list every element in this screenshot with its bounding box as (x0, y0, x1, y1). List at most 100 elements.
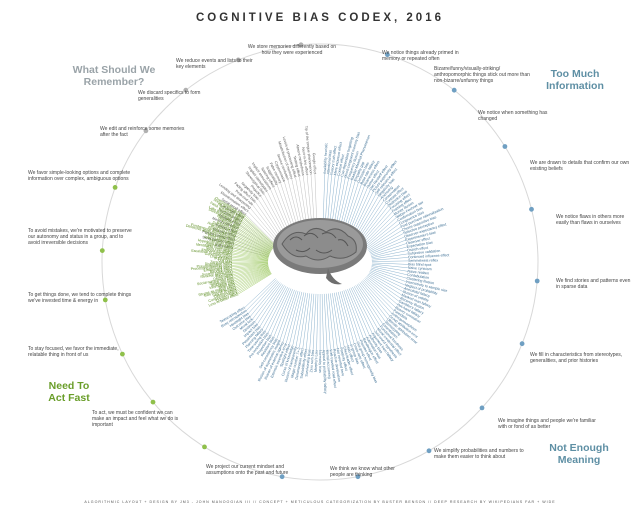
subcategory-s8: To stay focused, we favor the immediate,… (28, 346, 119, 358)
branch-line (371, 267, 407, 279)
category-dot (120, 351, 125, 357)
branch-line (270, 288, 292, 336)
bias-label: Irrational escalation (201, 248, 232, 255)
branch-line (330, 293, 338, 349)
category-dot (534, 278, 540, 284)
branch-line (239, 225, 273, 249)
branch-line (244, 217, 276, 246)
branch-line (370, 268, 406, 282)
branch-line (370, 240, 406, 255)
bias-label: Escalation of commitment (191, 249, 232, 257)
bias-label: Decoy effect (213, 274, 233, 281)
category-dot (150, 399, 156, 405)
branch-line (273, 289, 293, 337)
branch-line (232, 263, 269, 266)
branch-line (324, 293, 328, 350)
bias-label: Social comparison bias (197, 276, 234, 287)
branch-line (241, 222, 274, 248)
branch-line (343, 290, 361, 341)
bias-label: Context effect (337, 154, 346, 176)
bias-label: Loss aversion (210, 254, 232, 259)
branch-line (232, 257, 269, 261)
branch-line (239, 224, 273, 249)
category-remember-line1: What Should We (72, 64, 156, 76)
branch-line (232, 252, 269, 259)
bias-label: Endowment effect (203, 266, 232, 272)
bias-label: Law of Triviality (212, 286, 237, 297)
branch-line (235, 271, 271, 289)
branch-line (232, 249, 269, 258)
branch-line (244, 215, 276, 246)
branch-line (241, 221, 274, 248)
bias-label: In-group bias (349, 344, 360, 365)
branch-line (234, 239, 270, 255)
branch-line (242, 219, 275, 247)
branch-line (234, 240, 270, 255)
bias-label: Appeal to probability fallacy (322, 350, 328, 394)
branch-line (233, 268, 270, 280)
bias-label: Survivorship bias (304, 349, 311, 377)
bias-label: Attentional bias (326, 150, 332, 175)
bias-label: Recency effect (213, 227, 237, 238)
branch-line (306, 293, 313, 349)
branch-line (328, 293, 335, 349)
branch-line (366, 223, 400, 249)
subcategory-s4: We edit and reinforce some memories afte… (100, 126, 185, 138)
bias-label: Denomination effect (295, 348, 305, 380)
branch-line (368, 273, 402, 296)
branch-line (237, 229, 272, 251)
branch-line (339, 291, 355, 344)
branch-line (233, 244, 270, 256)
bias-label: Spotlight effect (279, 344, 291, 368)
branch-line (232, 255, 269, 260)
branch-line (312, 293, 317, 350)
subcategory-s5: We favor simple-looking options and comp… (28, 170, 131, 182)
branch-line (370, 270, 405, 286)
bias-label: Effort justification (207, 234, 235, 244)
bias-label: Mere exposure effect (333, 142, 343, 176)
branch-line (360, 206, 389, 242)
subcategory-s20: We notice things already primed in memor… (382, 50, 459, 62)
bias-label: Mental accounting (325, 350, 331, 379)
bias-label: Murphy's Law (314, 349, 319, 372)
category-act-fast-line2: Act Fast (48, 392, 90, 404)
bias-label: Availability heuristic (323, 143, 329, 175)
branch-line (345, 289, 364, 339)
branch-line (232, 258, 269, 262)
branch-line (326, 293, 331, 350)
branch-line (332, 293, 341, 348)
subcategory-s1: We store memories differently based on h… (247, 44, 337, 56)
bias-label: Pseudocertainty effect (197, 263, 233, 268)
branch-line (235, 235, 271, 253)
branch-line (364, 217, 397, 247)
branch-line (371, 257, 408, 261)
branch-line (361, 208, 391, 243)
category-act-fast: Need To Act Fast (24, 380, 114, 404)
category-dot (143, 128, 149, 134)
subcategory-s19: Bizarre/funny/visually-striking/ anthrop… (434, 66, 530, 84)
branch-line (236, 271, 271, 290)
branch-line (368, 230, 403, 251)
branch-line (353, 286, 378, 329)
bias-label: Ambiguity bias (211, 279, 235, 288)
bias-label: Peltzman effect (209, 238, 234, 247)
bias-label: Suffix effect (214, 243, 233, 250)
branch-line (259, 285, 285, 327)
branch-line (252, 282, 281, 319)
category-dot (451, 87, 457, 93)
branch-line (363, 279, 394, 311)
branch-line (234, 269, 270, 283)
bias-label: Processing difficulty effect (191, 265, 233, 271)
branch-line (234, 269, 270, 284)
category-meaning-line2: Meaning (557, 454, 601, 466)
category-dot (279, 474, 285, 480)
bias-label: Clustering illusion (406, 276, 434, 285)
branch-line (232, 264, 269, 271)
bias-label: Next-in-line effect (301, 147, 309, 175)
category-dots (99, 42, 540, 480)
branch-line (232, 251, 269, 259)
category-meaning: Not Enough Meaning (534, 442, 624, 466)
bias-label: Well-traveled road effect (329, 349, 338, 388)
category-act-fast-line1: Need To (48, 380, 90, 392)
branch-line (360, 281, 390, 317)
